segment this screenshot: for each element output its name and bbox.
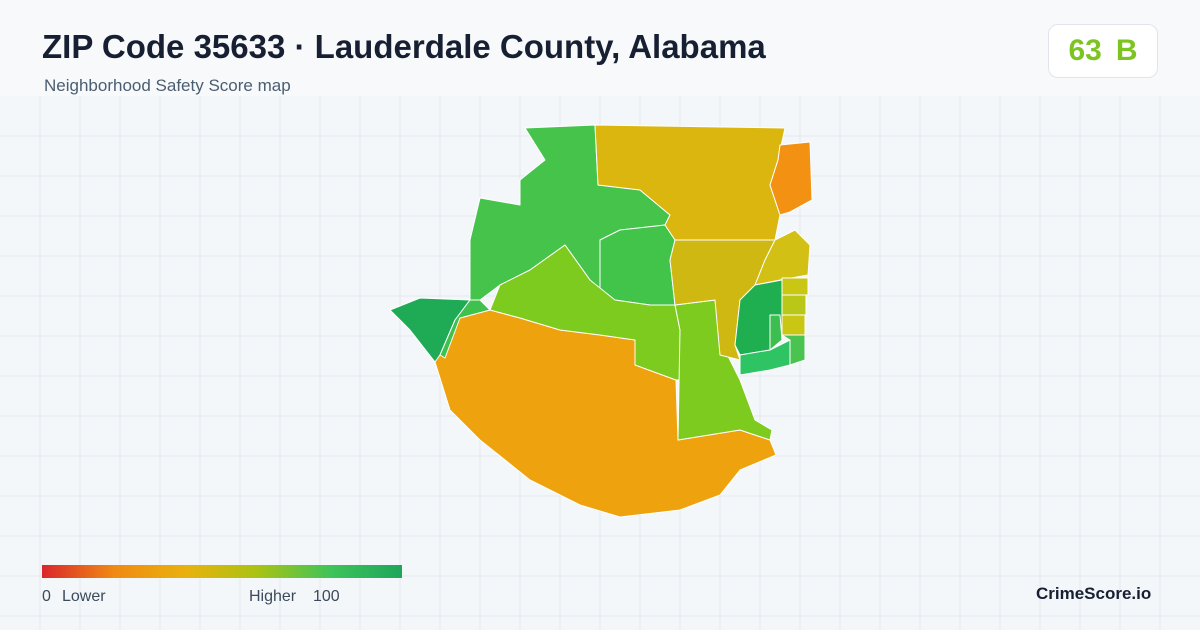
title: ZIP Code 35633 · Lauderdale County, Alab… [42, 28, 766, 65]
region [781, 334, 806, 366]
brand: CrimeScore.io [1036, 584, 1152, 603]
region [781, 314, 806, 336]
score-badge: 63 B [1048, 24, 1158, 78]
legend-max: 100 [313, 588, 340, 605]
legend-gradient [42, 565, 402, 578]
region [769, 314, 783, 351]
region [599, 224, 676, 306]
zip-regions [389, 124, 813, 518]
legend-min-label: Lower [62, 588, 106, 605]
score-value: 63 [1068, 34, 1102, 67]
legend-max-label: Higher [249, 588, 297, 605]
region [769, 141, 813, 216]
score-grade: B [1115, 34, 1138, 67]
region [781, 277, 809, 296]
region [781, 294, 807, 316]
subtitle: Neighborhood Safety Score map [44, 76, 291, 95]
grid [0, 96, 1200, 630]
legend-min: 0 [42, 588, 51, 605]
